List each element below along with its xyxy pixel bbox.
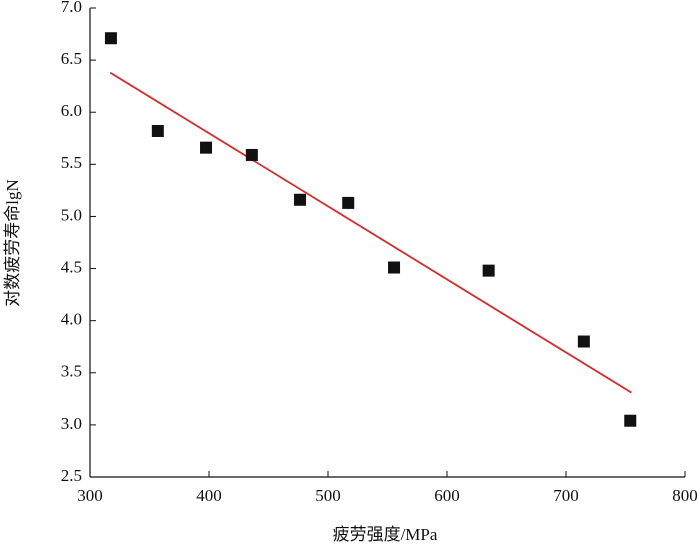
- x-axis-label: 疲劳强度/MPa: [333, 525, 438, 544]
- trend-line: [109, 71, 632, 394]
- point: [388, 261, 401, 274]
- point: [151, 124, 164, 137]
- x-tick-label: 800: [672, 486, 698, 505]
- x-tick-label: 300: [77, 486, 103, 505]
- y-tick-label: 4.0: [61, 310, 82, 329]
- y-tick-label: 7.0: [61, 0, 82, 16]
- point: [342, 196, 355, 209]
- x-tick-label: 700: [553, 486, 579, 505]
- point: [482, 264, 495, 277]
- y-axis-label: 对数疲劳寿命lgN: [3, 179, 22, 307]
- point: [200, 141, 213, 154]
- point: [624, 414, 637, 427]
- y-tick-label: 6.5: [61, 49, 82, 68]
- x-tick-label: 500: [315, 486, 341, 505]
- y-tick-label: 5.0: [61, 205, 82, 224]
- x-tick-label: 600: [434, 486, 460, 505]
- y-tick-label: 6.0: [61, 101, 82, 120]
- y-tick-label: 4.5: [61, 257, 82, 276]
- y-tick-label: 3.5: [61, 362, 82, 381]
- y-tick-label: 2.5: [61, 466, 82, 485]
- y-tick-label: 3.0: [61, 414, 82, 433]
- x-tick-label: 400: [196, 486, 222, 505]
- point: [294, 193, 307, 206]
- y-tick-label: 5.5: [61, 153, 82, 172]
- point: [577, 335, 590, 348]
- point: [245, 148, 258, 161]
- point: [104, 32, 117, 45]
